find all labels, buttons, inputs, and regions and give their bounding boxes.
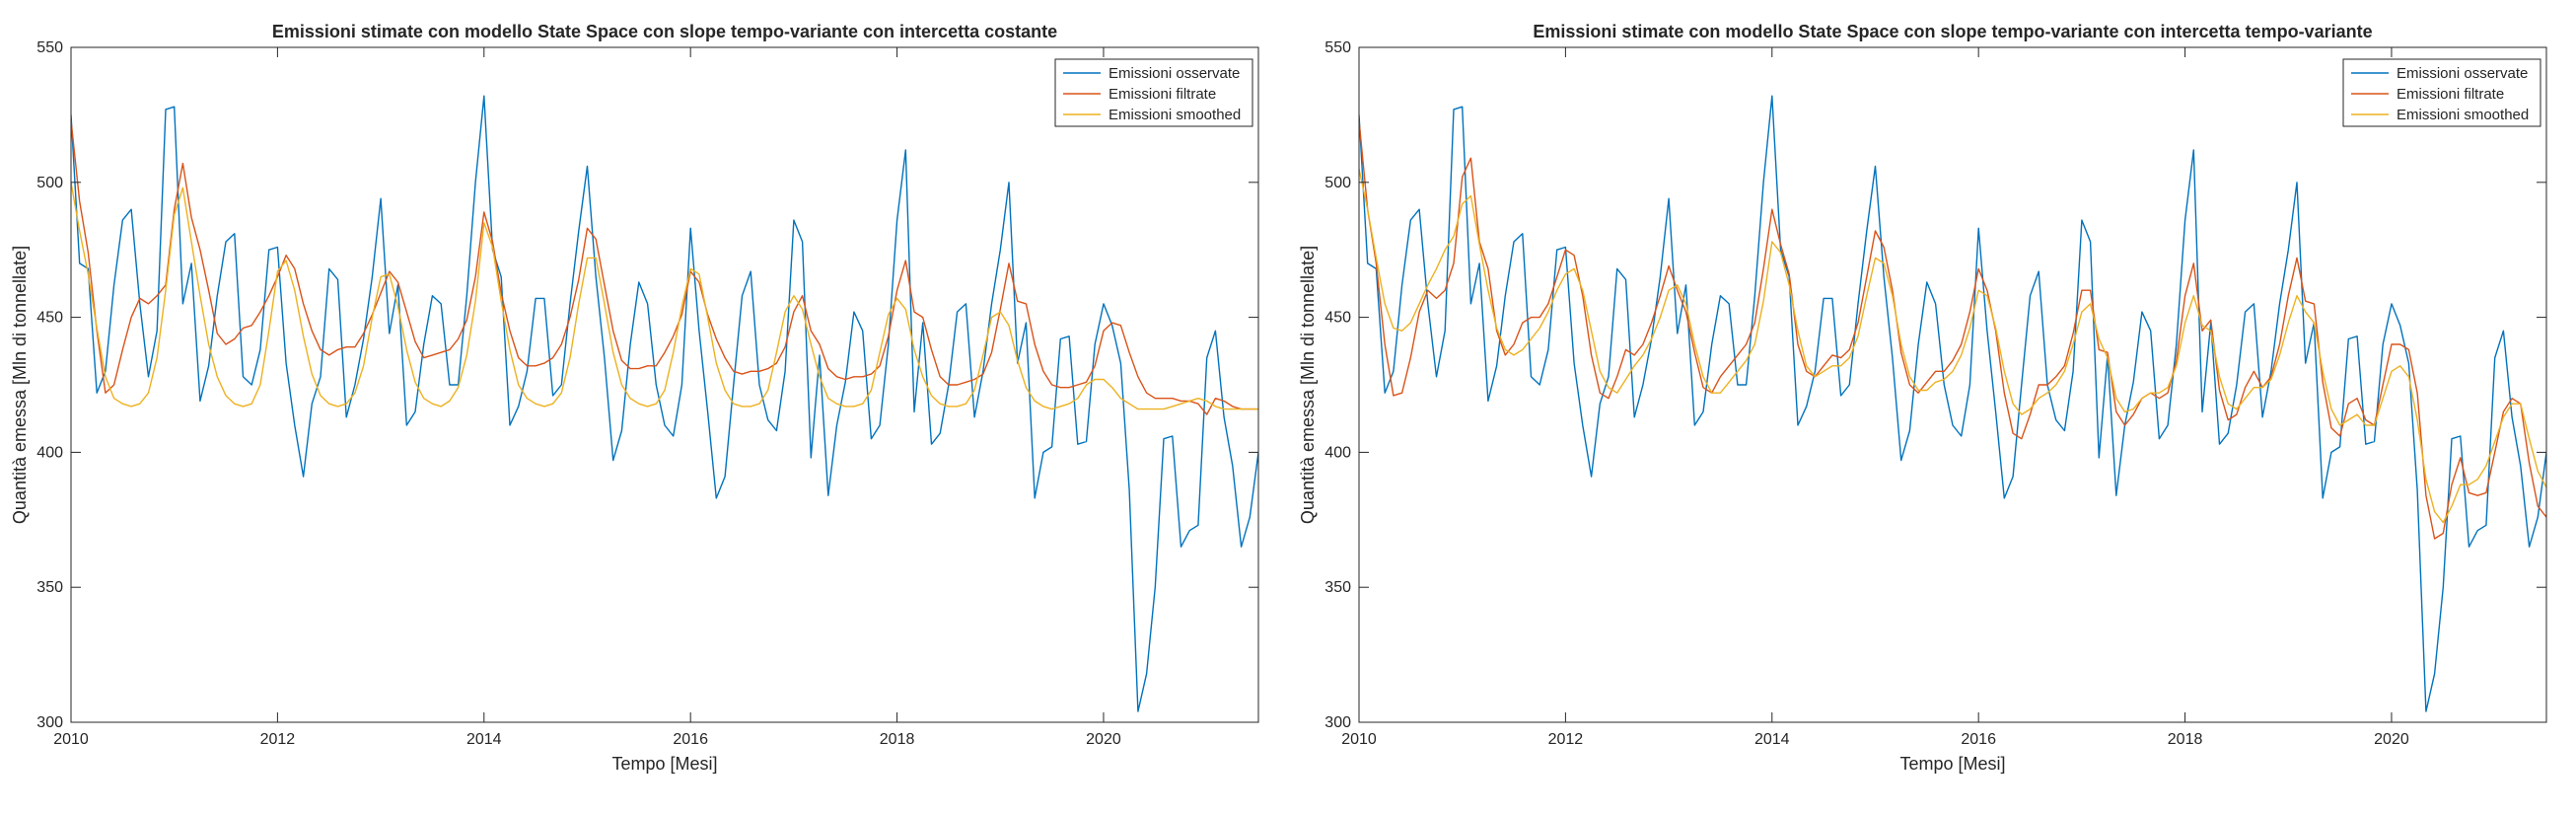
observed-series-line bbox=[71, 95, 1258, 712]
chart-svg: Emissioni stimate con modello State Spac… bbox=[1298, 22, 2547, 774]
y-tick-label: 300 bbox=[1324, 714, 1351, 731]
axes-box bbox=[70, 46, 1259, 723]
x-tick-label: 2020 bbox=[2374, 731, 2409, 748]
chart-title: Emissioni stimate con modello State Spac… bbox=[272, 22, 1057, 41]
y-tick-label: 450 bbox=[36, 310, 63, 327]
y-tick-label: 400 bbox=[36, 444, 63, 461]
x-axis-label: Tempo [Mesi] bbox=[1899, 754, 2005, 774]
y-tick-label: 400 bbox=[1324, 444, 1351, 461]
chart-panel-right: Emissioni stimate con modello State Spac… bbox=[1288, 0, 2576, 816]
y-tick-label: 450 bbox=[1324, 310, 1351, 327]
x-tick-label: 2014 bbox=[1754, 731, 1790, 748]
x-tick-label: 2012 bbox=[260, 731, 296, 748]
y-tick-label: 500 bbox=[1324, 175, 1351, 191]
x-tick-label: 2010 bbox=[53, 731, 89, 748]
y-axis-label: Quantità emessa [Mln di tonnellate] bbox=[10, 246, 30, 524]
observed-series-line bbox=[1359, 95, 2546, 712]
y-tick-label: 300 bbox=[36, 714, 63, 731]
x-tick-label: 2014 bbox=[466, 731, 502, 748]
x-axis-label: Tempo [Mesi] bbox=[611, 754, 717, 774]
legend: Emissioni osservate Emissioni filtrate Emi… bbox=[1054, 58, 1253, 127]
legend-entry-label: Emissioni osservate bbox=[1109, 65, 1240, 82]
x-tick-label: 2018 bbox=[880, 731, 915, 748]
x-tick-label: 2012 bbox=[1548, 731, 1584, 748]
chart-svg: Emissioni stimate con modello State Spac… bbox=[10, 22, 1259, 774]
y-tick-label: 550 bbox=[36, 39, 63, 56]
plot-area bbox=[1359, 95, 2546, 712]
smoothed-series-line bbox=[1359, 168, 2546, 524]
legend-entry-label: Emissioni smoothed bbox=[1109, 107, 1241, 123]
legend: Emissioni osservate Emissioni filtrate Emi… bbox=[2342, 58, 2541, 127]
axes-box bbox=[1358, 46, 2547, 723]
chart-title: Emissioni stimate con modello State Spac… bbox=[1533, 22, 2372, 41]
legend-entry-label: Emissioni smoothed bbox=[2397, 107, 2529, 123]
x-tick-label: 2010 bbox=[1341, 731, 1377, 748]
filtered-series-line bbox=[71, 119, 1258, 415]
y-tick-label: 350 bbox=[1324, 579, 1351, 596]
x-tick-label: 2016 bbox=[673, 731, 708, 748]
y-axis-label: Quantità emessa [Mln di tonnellate] bbox=[1298, 246, 1318, 524]
legend-entry-label: Emissioni filtrate bbox=[1109, 86, 1216, 103]
x-tick-label: 2020 bbox=[1086, 731, 1121, 748]
legend-entry-label: Emissioni filtrate bbox=[2397, 86, 2504, 103]
y-tick-label: 500 bbox=[36, 175, 63, 191]
y-tick-label: 350 bbox=[36, 579, 63, 596]
x-tick-label: 2016 bbox=[1961, 731, 1996, 748]
smoothed-series-line bbox=[71, 182, 1258, 410]
chart-panel-left: Emissioni stimate con modello State Spac… bbox=[10, 22, 1259, 774]
plot-area bbox=[71, 95, 1258, 712]
x-tick-label: 2018 bbox=[2168, 731, 2203, 748]
filtered-series-line bbox=[1359, 119, 2546, 540]
legend-entry-label: Emissioni osservate bbox=[2397, 65, 2528, 82]
y-tick-label: 550 bbox=[1324, 39, 1351, 56]
